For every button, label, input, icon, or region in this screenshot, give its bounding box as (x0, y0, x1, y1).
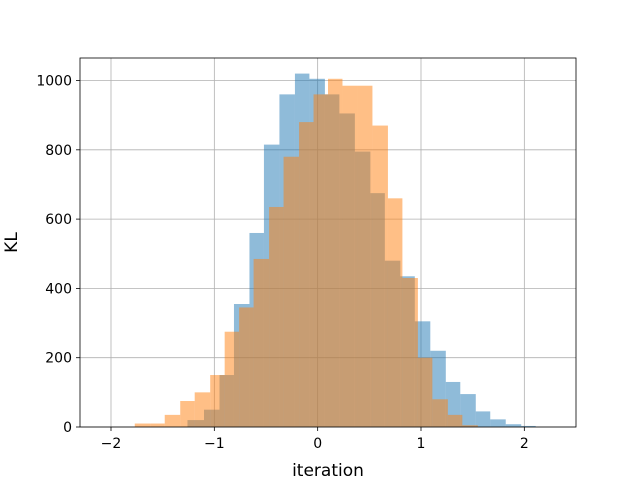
histogram-bar-series-2 (357, 85, 373, 427)
histogram-bar-series-2 (402, 278, 418, 427)
histogram-bar-series-2 (164, 414, 181, 427)
histogram-bar-series-1 (460, 394, 476, 427)
y-tick-label: 600 (45, 212, 72, 228)
histogram-bar-series-2 (447, 414, 463, 427)
x-tick-label: −1 (204, 436, 225, 452)
y-tick-label: 1000 (36, 74, 72, 90)
x-axis-label: iteration (292, 461, 364, 480)
histogram-bar-series-2 (180, 401, 195, 427)
histogram-bar-series-2 (462, 425, 478, 427)
histogram-bar-series-2 (342, 85, 358, 427)
histogram-bar-series-2 (387, 198, 403, 427)
histogram-bar-series-2 (372, 125, 388, 427)
y-tick-label: 0 (63, 420, 72, 436)
histogram-bar-series-2 (432, 399, 448, 427)
histogram-bar-series-1 (490, 419, 506, 427)
histogram-bar-series-2 (253, 258, 270, 427)
y-tick-label: 800 (45, 143, 72, 159)
histogram-bars (134, 73, 536, 428)
histogram-bar-series-2 (269, 206, 284, 427)
axes-frame (79, 57, 577, 428)
axis-ticks: −2 −1 0 1 2 0 200 400 600 800 1000 (36, 74, 528, 452)
histogram-bar-series-1 (521, 425, 536, 427)
histogram-bar-series-2 (328, 78, 343, 428)
histogram-bar-series-2 (313, 94, 328, 427)
histogram-bar-series-2 (239, 307, 254, 427)
histogram-bar-series-2 (194, 392, 211, 427)
histogram-bar-series-2 (150, 423, 165, 427)
histogram-bar-series-2 (283, 156, 300, 428)
histogram-bar-series-1 (505, 424, 522, 427)
histogram-bar-series-2 (224, 331, 240, 427)
x-tick-label: 2 (520, 436, 529, 452)
x-tick-label: 1 (417, 436, 426, 452)
x-tick-label: 0 (313, 436, 322, 452)
histogram-bar-series-2 (134, 423, 151, 427)
histogram-bar-series-2 (417, 357, 433, 427)
y-tick-label: 200 (45, 351, 72, 367)
y-axis-label: KL (2, 232, 22, 253)
x-tick-label: −2 (101, 436, 122, 452)
y-tick-label: 400 (45, 281, 72, 297)
histogram-bar-series-1 (475, 411, 491, 427)
histogram-bar-series-2 (210, 375, 225, 427)
histogram-bar-series-2 (299, 122, 314, 427)
